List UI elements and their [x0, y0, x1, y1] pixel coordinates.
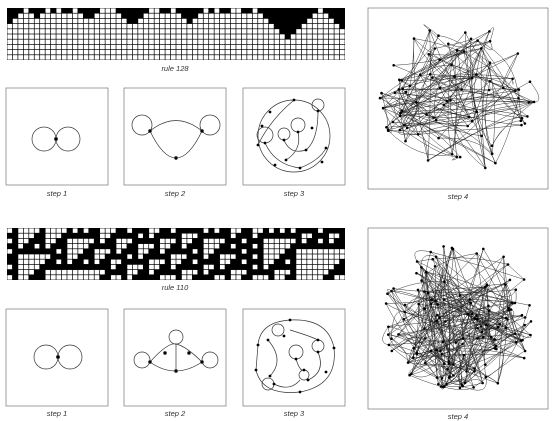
- top-step-3-frame: [242, 87, 346, 186]
- bottom-step-2-frame: [123, 308, 227, 407]
- bottom-step-3-caption: step 3: [283, 409, 305, 418]
- top-step-4-caption: step 4: [447, 192, 469, 201]
- bottom-step-3-frame: [242, 308, 346, 407]
- bottom-step-2-caption: step 2: [164, 409, 186, 418]
- bottom-step-1-network: [33, 344, 83, 370]
- bottom-step-3-network: [254, 318, 336, 394]
- top-step-4-frame: [367, 7, 549, 190]
- bottom-step-1-caption: step 1: [46, 409, 68, 418]
- top-step-3-caption: step 3: [283, 189, 305, 198]
- top-step-1-network: [31, 126, 81, 152]
- bottom-step-1-frame: [5, 308, 109, 407]
- top-step-4-network: [378, 24, 540, 170]
- top-step-1-caption: step 1: [46, 189, 68, 198]
- rule-128-caption: rule 128: [161, 64, 189, 73]
- top-step-1-frame: [5, 87, 109, 186]
- top-step-2-caption: step 2: [164, 189, 186, 198]
- top-step-2-network: [131, 114, 221, 160]
- bottom-step-2-network: [133, 329, 219, 373]
- bottom-step-4-caption: step 4: [447, 412, 469, 421]
- top-step-3-network: [256, 98, 331, 173]
- top-step-2-frame: [123, 87, 227, 186]
- bottom-step-4-frame: [367, 227, 549, 410]
- rule-110-caption: rule 110: [161, 283, 189, 292]
- bottom-step-4-network: [382, 245, 533, 391]
- rule-110-automaton-strip: [7, 228, 345, 280]
- rule-128-automaton-strip: [7, 8, 345, 60]
